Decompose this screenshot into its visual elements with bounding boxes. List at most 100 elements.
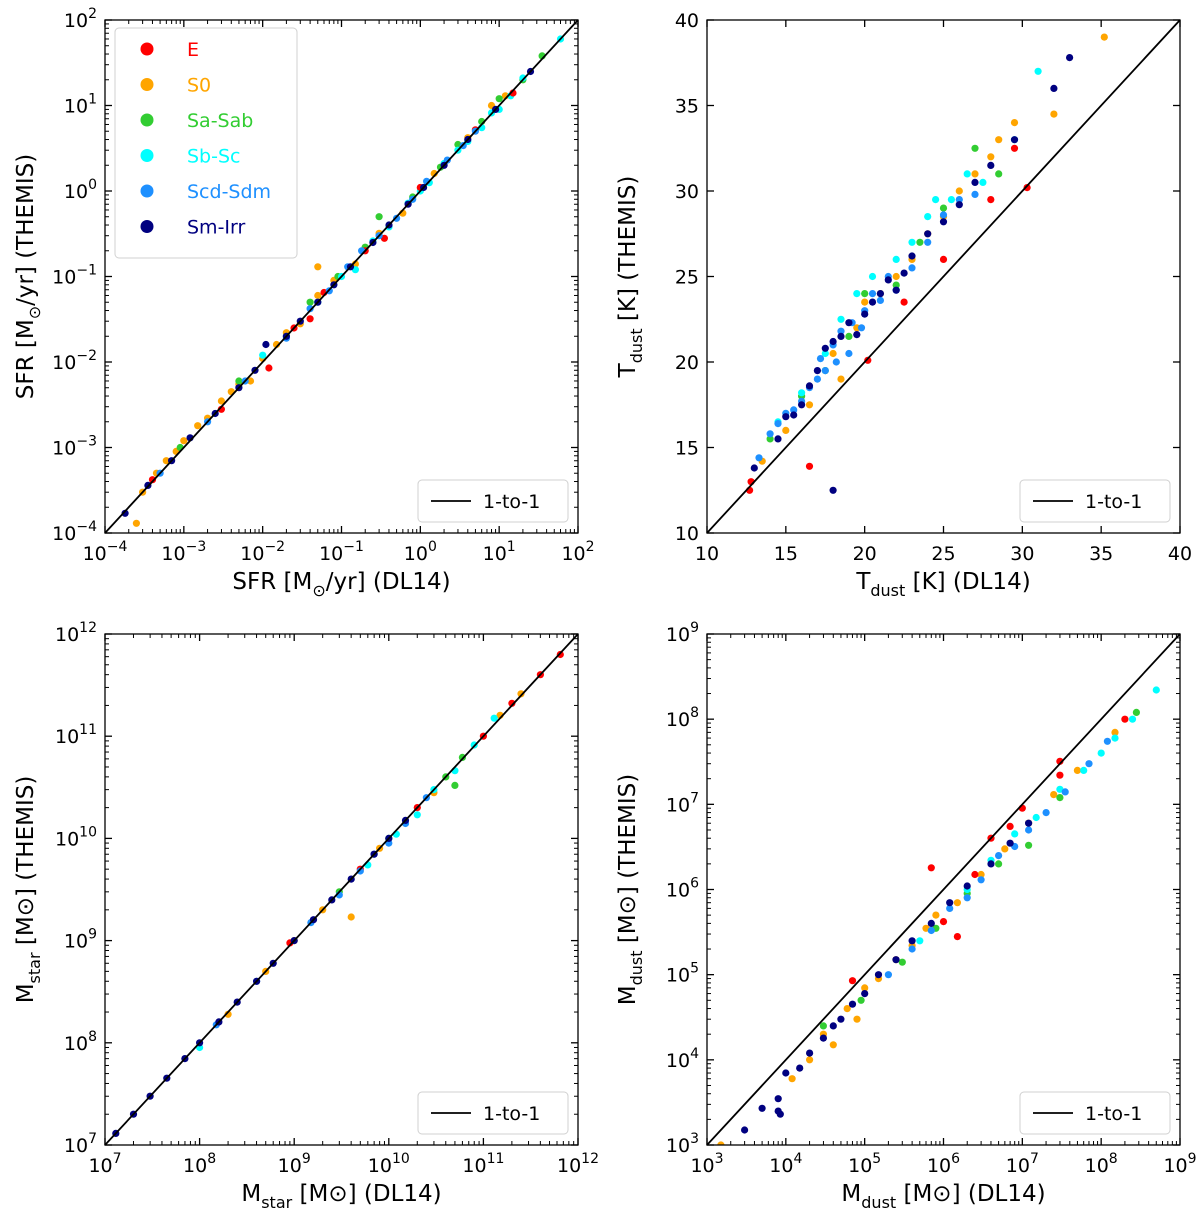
point-sb-sc-4 (1032, 813, 1040, 822)
point-s0-1 (782, 426, 790, 434)
point-s0-0 (717, 1141, 725, 1145)
point-sm-irr-16 (927, 919, 935, 928)
point-sm-irr-1 (774, 435, 782, 443)
point-scd-sdm-25 (971, 190, 979, 198)
point-s0-4 (829, 1041, 837, 1049)
point-sb-sc-6 (1080, 766, 1088, 775)
point-s0-15 (995, 136, 1003, 144)
point-scd-sdm-4 (790, 406, 798, 414)
x-tick-label: 101 (483, 539, 516, 565)
point-scd-sdm-2 (774, 420, 782, 428)
type-legend-marker-sb-sc (140, 149, 154, 162)
point-sm-irr-18 (963, 882, 971, 890)
y-tick-label: 105 (666, 961, 699, 987)
type-legend: E S0 Sa-Sab Sb-Sc Scd-Sdm Sm-Irr (114, 27, 298, 259)
point-scd-sdm-12 (837, 327, 845, 335)
point-sa-sab-5 (995, 860, 1003, 868)
y-tick-label: 102 (64, 6, 97, 32)
point-sm-irr-6 (796, 1064, 804, 1072)
point-sm-irr-11 (845, 319, 853, 327)
point-sb-sc-12 (979, 178, 987, 186)
point-sm-irr-7 (821, 344, 829, 352)
point-e-5 (939, 255, 948, 263)
point-s0-11 (246, 377, 255, 385)
point-sb-sc-7 (1097, 749, 1105, 757)
point-e-3 (953, 933, 962, 941)
point-s0-5 (843, 1005, 851, 1013)
point-sm-irr-3 (790, 411, 798, 419)
x-axis-label: SFR [M⊙/yr] (DL14) (232, 569, 450, 600)
x-tick-label: 15 (774, 543, 798, 565)
point-scd-sdm-3 (946, 904, 954, 913)
x-tick-label: 25 (931, 543, 955, 565)
point-s0-1 (788, 1075, 796, 1083)
point-sm-irr-19 (908, 252, 916, 260)
type-legend-label: Sb-Sc (187, 146, 240, 168)
point-s0-18 (1073, 766, 1081, 775)
y-tick-label: 15 (675, 438, 699, 460)
x-tick-label: 1012 (557, 1151, 599, 1177)
points-mdust (717, 686, 1160, 1145)
y-tick-label: 103 (666, 1131, 699, 1157)
point-e-2 (265, 364, 273, 372)
line-legend-box (417, 1091, 569, 1135)
point-sm-irr-22 (955, 201, 963, 209)
point-scd-sdm-11 (832, 358, 840, 366)
point-sm-irr-23 (971, 178, 979, 186)
y-tick-label: 1011 (55, 722, 97, 748)
point-sb-sc-14 (1034, 67, 1042, 75)
y-tick-label: 109 (64, 927, 97, 953)
point-sm-irr-16 (884, 276, 892, 284)
point-scd-sdm-4 (356, 867, 364, 875)
y-tick-label: 35 (675, 96, 699, 118)
y-tick-label: 10−3 (52, 434, 97, 460)
point-scd-sdm-17 (868, 290, 877, 298)
point-sm-irr-8 (819, 1034, 828, 1042)
point-sa-sab-4 (861, 290, 869, 298)
point-sm-irr-2 (782, 413, 790, 421)
type-legend-label: S0 (187, 75, 211, 97)
point-sb-sc-1 (798, 389, 806, 397)
point-s0-3 (162, 457, 170, 465)
panel-tdust: 1010 15 15 20 20 25 25 30 30 35 35 40 40 Tdust [K] (D… (615, 10, 1192, 600)
point-sm-irr-3 (774, 1095, 782, 1103)
point-sa-sab-2 (898, 958, 906, 966)
point-sm-irr-14 (892, 956, 900, 964)
point-sa-sab-5 (892, 281, 900, 289)
point-sb-sc-3 (837, 315, 845, 323)
y-tick-label: 107 (666, 790, 699, 816)
point-sm-irr-0 (750, 464, 758, 472)
line-legend-label: 1-to-1 (483, 1103, 540, 1125)
point-s0-14 (987, 153, 995, 161)
point-sm-irr-13 (874, 971, 883, 979)
point-s0-17 (1050, 791, 1058, 799)
point-sa-sab-8 (971, 144, 979, 152)
point-s0-12 (932, 911, 940, 919)
x-tick-label: 105 (848, 1151, 881, 1177)
x-tick-label: 103 (690, 1151, 723, 1177)
y-tick-label: 40 (675, 10, 699, 32)
point-sm-irr-17 (892, 286, 900, 294)
y-tick-label: 10−2 (52, 348, 97, 374)
point-scd-sdm-0 (884, 971, 893, 979)
point-sb-sc-9 (932, 196, 940, 204)
point-s0-13 (953, 899, 962, 907)
panel-sfr: 10−410−4 10−3 10−3 10−2 10−2 10−1 10−1 100 100 10… (13, 6, 595, 600)
x-tick-label: 30 (1010, 543, 1034, 565)
point-s0-0 (132, 519, 140, 527)
y-tick-label: 20 (675, 352, 699, 374)
point-s0-8 (517, 690, 525, 698)
point-sm-irr-4 (798, 401, 806, 409)
point-e-7 (1023, 184, 1031, 192)
y-tick-label: 100 (64, 177, 97, 203)
y-tick-label: 109 (666, 620, 699, 646)
point-s0-17 (1050, 110, 1058, 118)
point-sb-sc-3 (1011, 830, 1019, 838)
point-sm-irr-21 (939, 218, 948, 226)
point-sm-irr-9 (829, 486, 837, 494)
x-tick-label: 109 (1163, 1151, 1196, 1177)
point-sm-irr-7 (806, 1049, 814, 1057)
x-tick-label: 104 (769, 1151, 802, 1177)
point-scd-sdm-6 (995, 852, 1003, 860)
